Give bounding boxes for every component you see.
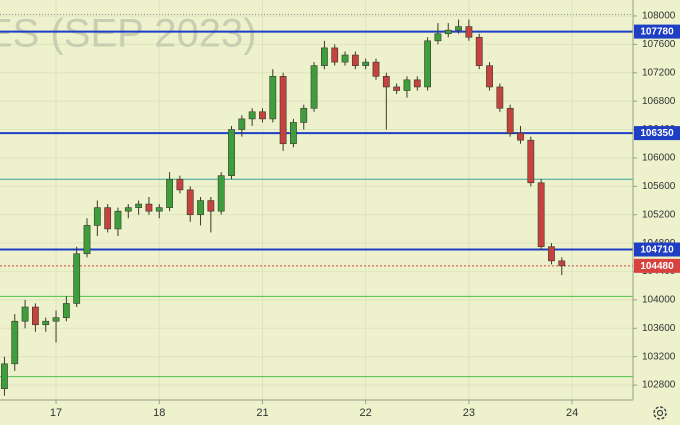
- candle-body: [197, 200, 204, 216]
- candle-body: [382, 76, 390, 88]
- candle-body: [403, 79, 411, 91]
- candle-body: [558, 260, 566, 267]
- settings-icon[interactable]: [653, 406, 667, 420]
- candle-body: [424, 40, 432, 88]
- candle-body: [93, 207, 101, 226]
- gear-hub: [656, 409, 664, 417]
- y-tick-label: 103600: [642, 323, 676, 334]
- candle-body: [32, 306, 39, 326]
- axes: 1028001032001036001040001044001048001052…: [50, 11, 680, 419]
- y-tick-label: 105600: [642, 181, 676, 192]
- y-tick-label: 104000: [642, 295, 676, 306]
- candle-body: [413, 79, 421, 88]
- plot: [0, 14, 633, 396]
- x-tick-label: 23: [463, 407, 475, 419]
- candle-body: [444, 29, 452, 35]
- candle-body: [1, 363, 8, 389]
- candle-body: [517, 132, 524, 141]
- candle-body: [124, 207, 132, 212]
- candle-body: [279, 76, 287, 145]
- candle-body: [228, 129, 235, 176]
- candle-body: [114, 210, 122, 230]
- candle-body: [73, 253, 81, 304]
- candle-body: [155, 207, 163, 212]
- candle-body: [548, 246, 555, 262]
- x-tick-label: 24: [566, 407, 578, 419]
- candle-body: [310, 65, 318, 109]
- candle-body: [475, 36, 483, 66]
- y-tick-label: 107200: [642, 67, 676, 78]
- candle-body: [496, 86, 504, 109]
- y-tick-label: 106800: [642, 96, 676, 107]
- gear: [653, 406, 667, 420]
- candle-body: [372, 61, 380, 77]
- candle-body: [320, 47, 328, 66]
- level-label: 104480: [640, 261, 674, 272]
- candle-body: [135, 203, 143, 208]
- candle-body: [455, 26, 462, 31]
- y-tick-label: 103200: [642, 351, 676, 362]
- candle-body: [62, 303, 70, 318]
- candle-body: [434, 33, 442, 42]
- y-tick-label: 107600: [642, 39, 676, 50]
- candle-body: [83, 225, 91, 255]
- y-tick-label: 106000: [642, 153, 676, 164]
- level-label-box: [634, 258, 680, 273]
- candle-body: [52, 317, 60, 322]
- watermark: ES (SEP 2023): [0, 12, 257, 56]
- candle-body: [21, 306, 29, 322]
- x-tick-label: 17: [50, 407, 62, 419]
- candle-body: [465, 26, 473, 38]
- y-tick-label: 102800: [642, 380, 676, 391]
- candle-body: [238, 118, 246, 130]
- candle-body: [290, 122, 297, 145]
- candle-body: [393, 86, 401, 91]
- candle-body: [217, 175, 225, 212]
- candle-body: [362, 61, 370, 66]
- candle-body: [486, 65, 493, 88]
- candle-body: [145, 203, 153, 212]
- candle-body: [248, 111, 256, 120]
- level-label: 104710: [640, 245, 674, 256]
- candle-body: [186, 189, 194, 216]
- candle-body: [300, 107, 308, 123]
- candle-body: [506, 107, 514, 134]
- candle-body: [351, 54, 359, 66]
- candle-body: [341, 54, 349, 63]
- candle-body: [11, 320, 19, 365]
- level-label-box: [634, 242, 680, 257]
- x-tick-label: 22: [360, 407, 372, 419]
- candle-body: [42, 320, 50, 326]
- y-tick-label: 105200: [642, 209, 676, 220]
- candle-body: [259, 111, 266, 120]
- x-tick-label: 18: [153, 407, 165, 419]
- grid: [0, 0, 633, 400]
- candle-body: [176, 178, 184, 191]
- candle-body: [537, 182, 545, 247]
- x-tick-label: 21: [256, 407, 268, 419]
- level-label-box: [634, 24, 680, 39]
- y-tick-label: 108000: [642, 11, 676, 22]
- candle-body: [166, 178, 173, 208]
- candle-body: [207, 200, 215, 212]
- candle-body: [527, 139, 535, 184]
- candle-body: [269, 76, 277, 120]
- candle-body: [104, 207, 112, 230]
- level-label-box: [634, 126, 680, 141]
- candle-body: [331, 47, 339, 63]
- level-label: 106350: [640, 128, 674, 139]
- level-label: 107780: [640, 27, 674, 38]
